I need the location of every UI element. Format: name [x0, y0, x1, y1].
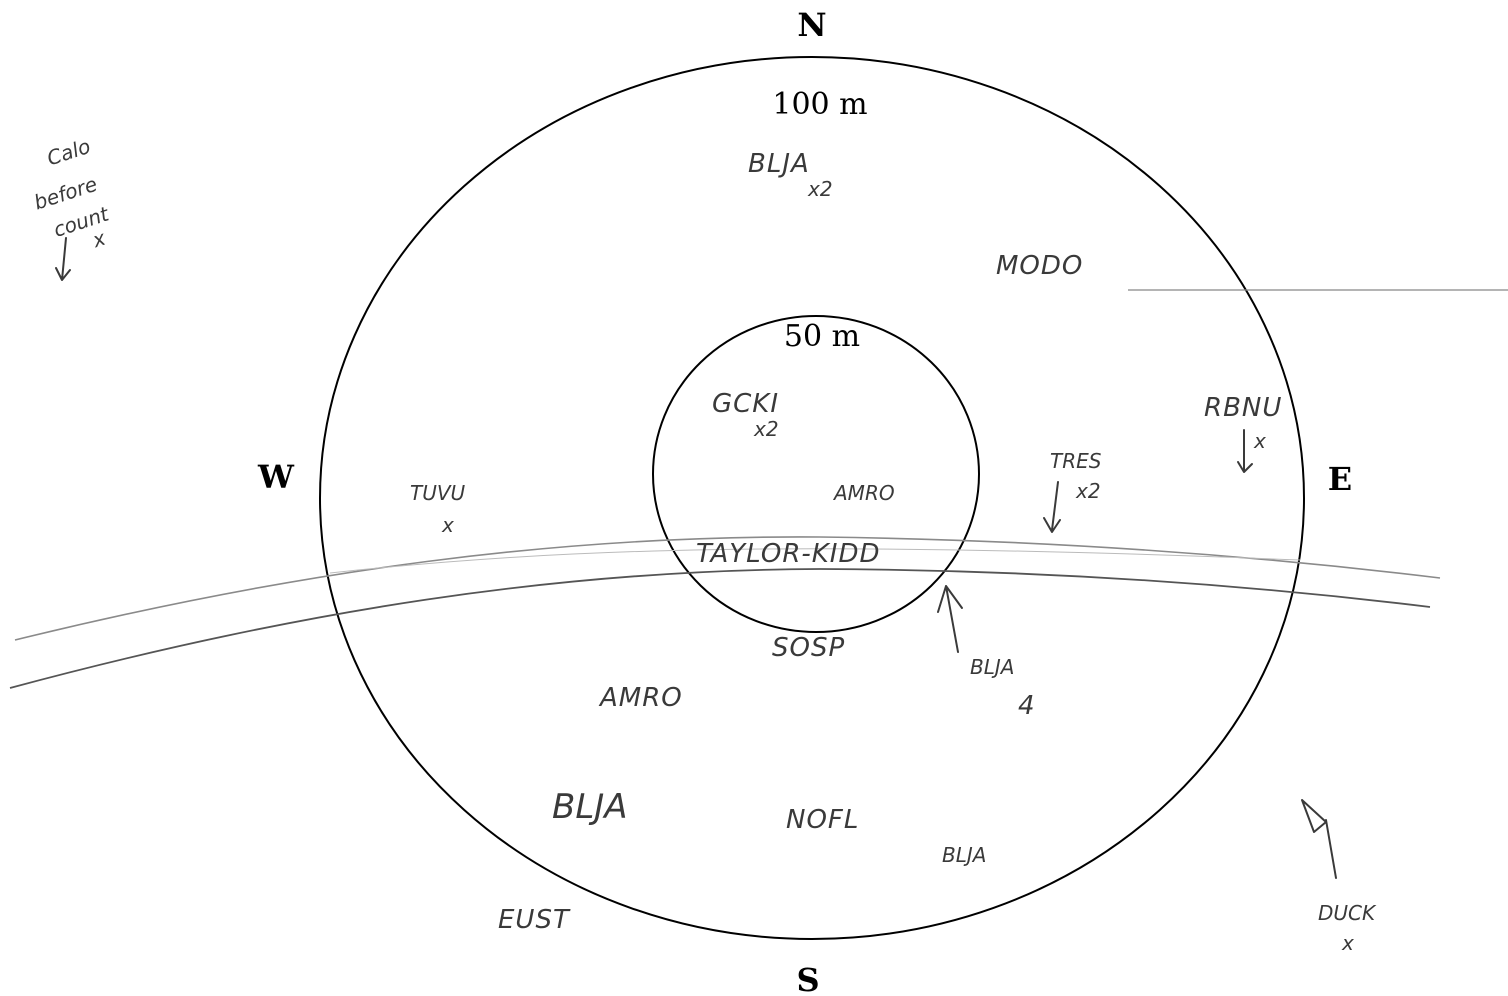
obs-blja-se-count: 4: [1018, 691, 1036, 721]
rbnu-arrow-icon: [1237, 429, 1253, 473]
obs-duck-mark: x: [1341, 931, 1354, 955]
compass-south: S: [796, 961, 819, 996]
obs-blja-s: BLJA: [942, 843, 986, 867]
obs-eust: EUST: [498, 905, 571, 935]
obs-rbnu: RBNU: [1204, 393, 1282, 423]
obs-tres-count: x2: [1075, 479, 1101, 503]
obs-sosp: SOSP: [772, 633, 845, 663]
tres-arrow-icon: [1043, 481, 1061, 533]
obs-gcki: GCKI: [712, 389, 779, 419]
obs-blja-se: BLJA: [970, 655, 1014, 679]
obs-nofl: NOFL: [786, 805, 859, 835]
road-shadow: [329, 548, 1301, 574]
inner-ring-label: 50 m: [784, 319, 860, 354]
margin-note-arrow-icon: [55, 237, 71, 281]
outer-ring-100m: [319, 56, 1305, 940]
obs-modo: MODO: [996, 251, 1083, 281]
obs-tuvu-mark: x: [441, 513, 454, 537]
compass-north: N: [797, 6, 826, 44]
margin-note-line-4: x: [89, 226, 109, 253]
compass-east: E: [1328, 460, 1352, 498]
obs-gcki-count: x2: [753, 417, 779, 441]
compass-west: W: [257, 458, 295, 496]
obs-tuvu: TUVU: [410, 481, 466, 505]
obs-blja-north: BLJA: [748, 149, 810, 179]
road-lower-edge: [9, 568, 1431, 689]
obs-blja-north-count: x2: [807, 177, 833, 201]
obs-amro-center: AMRO: [832, 481, 895, 505]
outer-ring-label: 100 m: [772, 87, 867, 122]
obs-amro-sw: AMRO: [598, 683, 683, 713]
obs-duck: DUCK: [1318, 901, 1377, 925]
margin-note: Calo before count x: [31, 134, 113, 253]
obs-tres: TRES: [1050, 449, 1102, 473]
obs-rbnu-mark: x: [1253, 429, 1266, 453]
blja-se-arrow-icon: [937, 585, 963, 653]
road-label: TAYLOR-KIDD: [696, 539, 881, 569]
duck-arrow-icon: [1301, 799, 1337, 879]
obs-blja-sw: BLJA: [552, 787, 628, 827]
inner-ring-50m: [652, 315, 980, 633]
margin-note-line-1: Calo: [44, 134, 93, 170]
